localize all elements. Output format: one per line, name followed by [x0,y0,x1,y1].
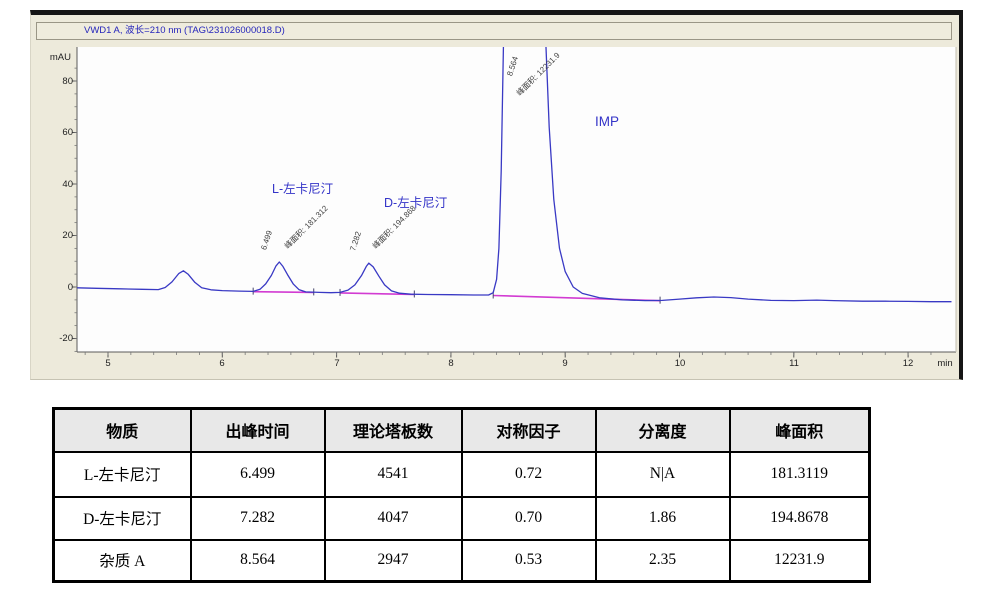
results-table: 物质 出峰时间 理论塔板数 对称因子 分离度 峰面积 L-左卡尼汀 6.499 … [52,407,871,583]
y-tick-label-80: 80 [62,76,73,87]
cell-retention-time: 8.564 [189,538,326,583]
x-tick-label-10: 10 [675,358,686,369]
cell-substance: 杂质 A [52,538,192,583]
x-tick-label-8: 8 [448,358,453,369]
chromatogram-trace [77,47,952,303]
cell-substance: L-左卡尼汀 [52,450,192,498]
y-tick-label-40: 40 [62,179,73,190]
cell-plate-count: 2947 [323,538,463,583]
signal-title-bar: VWD1 A, 波长=210 nm (TAG\231026000018.D) [36,22,952,40]
cell-retention-time: 6.499 [189,450,326,498]
chromatogram-svg: mAU 80 60 40 20 0 -20 5 6 7 8 9 10 11 12… [50,47,957,369]
peak-label-d-levocarnitine: D-左卡尼汀 [384,195,447,210]
header-symmetry: 对称因子 [460,407,597,453]
cell-plate-count: 4047 [323,495,463,541]
cell-resolution: 1.86 [594,495,731,541]
header-resolution: 分离度 [594,407,731,453]
cell-peak-area: 194.8678 [728,495,871,541]
x-tick-label-9: 9 [562,358,567,369]
y-tick-label-0: 0 [68,282,73,293]
cell-substance: D-左卡尼汀 [52,495,192,541]
x-tick-label-5: 5 [105,358,110,369]
peak-label-imp: IMP [595,114,619,129]
x-axis-unit-label: min [937,358,952,369]
cell-plate-count: 4541 [323,450,463,498]
plot-area [77,47,956,352]
cell-peak-area: 12231.9 [728,538,871,583]
table-row-impurity-a: 杂质 A 8.564 2947 0.53 2.35 12231.9 [52,538,871,583]
chromatogram-panel: VWD1 A, 波长=210 nm (TAG\231026000018.D) m… [30,10,963,380]
x-tick-label-12: 12 [903,358,914,369]
cell-retention-time: 7.282 [189,495,326,541]
y-tick-label-20: 20 [62,230,73,241]
header-peak-area: 峰面积 [728,407,871,453]
header-retention-time: 出峰时间 [189,407,326,453]
signal-title: VWD1 A, 波长=210 nm (TAG\231026000018.D) [84,25,285,36]
header-substance: 物质 [52,407,192,453]
cell-resolution: 2.35 [594,538,731,583]
cell-symmetry: 0.72 [460,450,597,498]
table-row-l-levocarnitine: L-左卡尼汀 6.499 4541 0.72 N|A 181.3119 [52,450,871,498]
cell-peak-area: 181.3119 [728,450,871,498]
x-tick-label-7: 7 [334,358,339,369]
cell-resolution: N|A [594,450,731,498]
header-plate-count: 理论塔板数 [323,407,463,453]
cell-symmetry: 0.53 [460,538,597,583]
y-axis-unit-label: mAU [50,52,71,63]
peak-label-l-levocarnitine: L-左卡尼汀 [272,181,333,196]
cell-symmetry: 0.70 [460,495,597,541]
y-tick-label-60: 60 [62,127,73,138]
x-tick-label-11: 11 [789,358,799,369]
y-tick-label-m20: -20 [59,333,73,344]
table-header-row: 物质 出峰时间 理论塔板数 对称因子 分离度 峰面积 [52,407,871,453]
table-row-d-levocarnitine: D-左卡尼汀 7.282 4047 0.70 1.86 194.8678 [52,495,871,541]
x-tick-label-6: 6 [219,358,224,369]
